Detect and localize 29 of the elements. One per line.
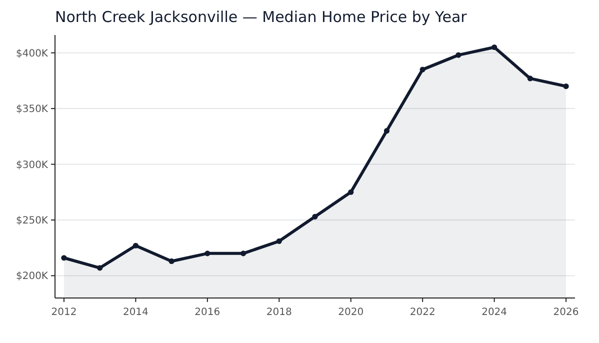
- x-tick-label: 2018: [266, 307, 292, 318]
- x-tick-label: 2012: [51, 307, 77, 318]
- point: [276, 238, 282, 244]
- point: [563, 83, 569, 90]
- y-tick-label: $300K: [16, 160, 48, 171]
- x-tick-label: 2014: [122, 307, 148, 318]
- point: [420, 66, 426, 72]
- x-tick-label: 2024: [482, 307, 508, 318]
- point: [456, 52, 462, 58]
- chart-title: North Creek Jacksonville — Median Home Price by Year: [55, 8, 468, 26]
- x-tick-label: 2026: [553, 307, 579, 318]
- y-tick-label: $200K: [16, 271, 48, 282]
- point: [348, 189, 354, 195]
- y-tick-label: $250K: [16, 215, 48, 226]
- point: [492, 44, 498, 50]
- point: [132, 242, 138, 248]
- point: [312, 214, 318, 220]
- point: [527, 76, 533, 82]
- x-tick-label: 2022: [410, 307, 436, 318]
- point: [384, 128, 390, 134]
- point: [204, 250, 210, 256]
- y-tick-label: $350K: [16, 104, 48, 116]
- point: [168, 258, 174, 264]
- point: [240, 250, 246, 256]
- x-tick-label: 2020: [338, 307, 364, 318]
- x-tick-label: 2016: [194, 307, 220, 318]
- point: [97, 265, 103, 271]
- y-tick-label: $400K: [16, 48, 48, 60]
- point: [61, 255, 67, 261]
